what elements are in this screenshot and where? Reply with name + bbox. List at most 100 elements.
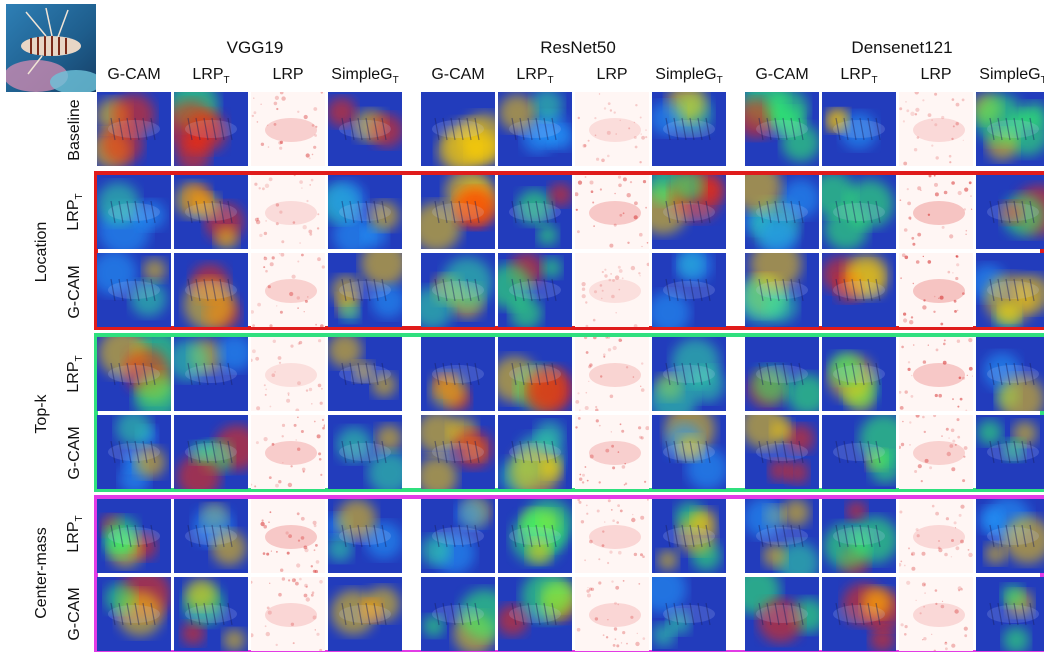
- heatmap-baseline-resnet50-lrpt: [498, 92, 572, 166]
- heatmap-baseline-densenet121-lrp: [899, 92, 973, 166]
- heatmap-topk-lrpt-vgg19-lrp: [251, 337, 325, 411]
- heatmap-centermass-lrpt-densenet121-simplegt: [976, 499, 1044, 573]
- heatmap-topk-gcam-densenet121-gcam: [745, 415, 819, 489]
- column-header-lrpt-2: LRPT: [816, 66, 902, 90]
- heatmap-location-lrpt-vgg19-lrp: [251, 175, 325, 249]
- heatmap-topk-lrpt-vgg19-lrpt: [174, 337, 248, 411]
- heatmap-location-gcam-vgg19-lrpt: [174, 253, 248, 327]
- heatmap-topk-lrpt-densenet121-simplegt: [976, 337, 1044, 411]
- column-header-lrpt-0: LRPT: [168, 66, 254, 90]
- heatmap-location-lrpt-resnet50-lrp: [575, 175, 649, 249]
- model-title-resnet50: ResNet50: [503, 38, 653, 58]
- column-header-lrpt-1: LRPT: [492, 66, 578, 90]
- heatmap-centermass-gcam-resnet50-lrp: [575, 577, 649, 651]
- row-label-baseline: Baseline: [66, 99, 84, 160]
- heatmap-baseline-densenet121-gcam: [745, 92, 819, 166]
- heatmap-location-lrpt-vgg19-lrpt: [174, 175, 248, 249]
- heatmap-location-gcam-vgg19-simplegt: [328, 253, 402, 327]
- heatmap-topk-lrpt-densenet121-lrp: [899, 337, 973, 411]
- row-label-centermass-gcam: G-CAM: [66, 587, 84, 640]
- heatmap-location-lrpt-densenet121-lrpt: [822, 175, 896, 249]
- heatmap-location-lrpt-resnet50-gcam: [421, 175, 495, 249]
- heatmap-topk-lrpt-resnet50-gcam: [421, 337, 495, 411]
- heatmap-centermass-gcam-densenet121-lrp: [899, 577, 973, 651]
- column-header-lrp-0: LRP: [245, 66, 331, 90]
- lionfish-input-image: [6, 4, 96, 92]
- heatmap-baseline-densenet121-simplegt: [976, 92, 1044, 166]
- heatmap-topk-gcam-densenet121-lrp: [899, 415, 973, 489]
- heatmap-centermass-lrpt-resnet50-gcam: [421, 499, 495, 573]
- heatmap-centermass-gcam-resnet50-lrpt: [498, 577, 572, 651]
- row-label-topk-gcam: G-CAM: [66, 426, 84, 479]
- heatmap-location-gcam-resnet50-lrp: [575, 253, 649, 327]
- heatmap-location-lrpt-resnet50-simplegt: [652, 175, 726, 249]
- heatmap-baseline-vgg19-gcam: [97, 92, 171, 166]
- column-header-g-cam-1: G-CAM: [415, 66, 501, 90]
- heatmap-baseline-vgg19-lrp: [251, 92, 325, 166]
- heatmap-location-gcam-densenet121-gcam: [745, 253, 819, 327]
- heatmap-centermass-lrpt-vgg19-simplegt: [328, 499, 402, 573]
- heatmap-topk-lrpt-vgg19-gcam: [97, 337, 171, 411]
- heatmap-location-lrpt-vgg19-gcam: [97, 175, 171, 249]
- heatmap-centermass-lrpt-vgg19-lrp: [251, 499, 325, 573]
- heatmap-topk-lrpt-densenet121-gcam: [745, 337, 819, 411]
- heatmap-baseline-resnet50-gcam: [421, 92, 495, 166]
- heatmap-topk-gcam-densenet121-simplegt: [976, 415, 1044, 489]
- heatmap-centermass-gcam-vgg19-lrpt: [174, 577, 248, 651]
- heatmap-centermass-gcam-densenet121-gcam: [745, 577, 819, 651]
- model-title-vgg19: VGG19: [180, 38, 330, 58]
- column-header-simplegt-0: SimpleGT: [322, 66, 408, 90]
- heatmap-topk-lrpt-resnet50-lrp: [575, 337, 649, 411]
- group-label-centermass: Center-mass: [33, 527, 51, 619]
- row-label-location-lrpt: LRPT: [65, 193, 85, 230]
- heatmap-centermass-gcam-vgg19-gcam: [97, 577, 171, 651]
- column-header-simplegt-2: SimpleGT: [970, 66, 1044, 90]
- model-title-densenet121: Densenet121: [827, 38, 977, 58]
- row-label-topk-lrpt: LRPT: [65, 355, 85, 392]
- heatmap-topk-gcam-resnet50-gcam: [421, 415, 495, 489]
- column-header-simplegt-1: SimpleGT: [646, 66, 732, 90]
- heatmap-centermass-lrpt-vgg19-gcam: [97, 499, 171, 573]
- heatmap-centermass-lrpt-resnet50-simplegt: [652, 499, 726, 573]
- heatmap-topk-gcam-vgg19-simplegt: [328, 415, 402, 489]
- heatmap-topk-gcam-vgg19-gcam: [97, 415, 171, 489]
- heatmap-baseline-densenet121-lrpt: [822, 92, 896, 166]
- group-label-location: Location: [33, 222, 51, 283]
- heatmap-location-lrpt-densenet121-gcam: [745, 175, 819, 249]
- heatmap-location-gcam-resnet50-simplegt: [652, 253, 726, 327]
- heatmap-centermass-lrpt-densenet121-lrpt: [822, 499, 896, 573]
- heatmap-topk-gcam-resnet50-lrpt: [498, 415, 572, 489]
- heatmap-centermass-lrpt-vgg19-lrpt: [174, 499, 248, 573]
- column-header-g-cam-2: G-CAM: [739, 66, 825, 90]
- heatmap-location-gcam-densenet121-lrp: [899, 253, 973, 327]
- heatmap-centermass-gcam-vgg19-simplegt: [328, 577, 402, 651]
- heatmap-centermass-gcam-resnet50-simplegt: [652, 577, 726, 651]
- group-label-topk: Top-k: [33, 394, 51, 433]
- heatmap-topk-gcam-vgg19-lrpt: [174, 415, 248, 489]
- heatmap-centermass-gcam-resnet50-gcam: [421, 577, 495, 651]
- heatmap-centermass-lrpt-densenet121-gcam: [745, 499, 819, 573]
- heatmap-location-gcam-densenet121-lrpt: [822, 253, 896, 327]
- column-header-g-cam-0: G-CAM: [91, 66, 177, 90]
- heatmap-location-gcam-densenet121-simplegt: [976, 253, 1044, 327]
- heatmap-centermass-gcam-vgg19-lrp: [251, 577, 325, 651]
- row-label-location-gcam: G-CAM: [66, 265, 84, 318]
- heatmap-location-lrpt-vgg19-simplegt: [328, 175, 402, 249]
- heatmap-centermass-lrpt-resnet50-lrp: [575, 499, 649, 573]
- heatmap-location-gcam-vgg19-lrp: [251, 253, 325, 327]
- heatmap-topk-gcam-vgg19-lrp: [251, 415, 325, 489]
- heatmap-baseline-resnet50-lrp: [575, 92, 649, 166]
- heatmap-topk-lrpt-vgg19-simplegt: [328, 337, 402, 411]
- heatmap-baseline-vgg19-simplegt: [328, 92, 402, 166]
- heatmap-baseline-vgg19-lrpt: [174, 92, 248, 166]
- heatmap-topk-lrpt-resnet50-simplegt: [652, 337, 726, 411]
- column-header-lrp-1: LRP: [569, 66, 655, 90]
- heatmap-location-lrpt-densenet121-simplegt: [976, 175, 1044, 249]
- heatmap-location-lrpt-resnet50-lrpt: [498, 175, 572, 249]
- heatmap-centermass-gcam-densenet121-simplegt: [976, 577, 1044, 651]
- heatmap-topk-gcam-densenet121-lrpt: [822, 415, 896, 489]
- heatmap-baseline-resnet50-simplegt: [652, 92, 726, 166]
- heatmap-topk-lrpt-resnet50-lrpt: [498, 337, 572, 411]
- heatmap-topk-lrpt-densenet121-lrpt: [822, 337, 896, 411]
